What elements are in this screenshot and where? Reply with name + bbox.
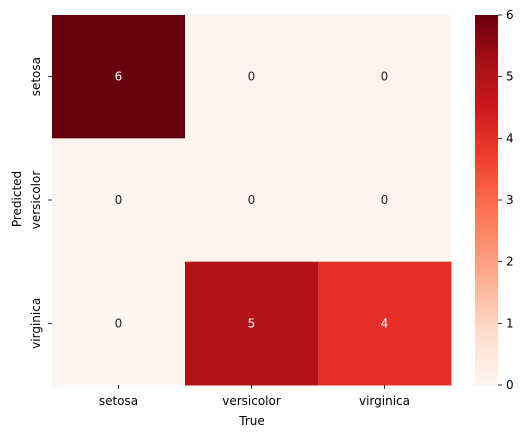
heatmap-cell-label: 4: [381, 316, 389, 330]
colorbar-tick-label: 3: [506, 193, 514, 207]
heatmap-cells: [52, 15, 452, 386]
heatmap-cell: [318, 15, 452, 139]
colorbar-tick-label: 6: [506, 8, 514, 22]
heatmap-cell: [185, 261, 319, 386]
heatmap-cell-label: 0: [115, 316, 123, 330]
x-tick-label: virginica: [359, 394, 410, 408]
heatmap-cell: [52, 138, 186, 263]
colorbar: [475, 15, 498, 385]
colorbar-tick-label: 0: [506, 378, 514, 392]
heatmap-cell-label: 0: [248, 193, 256, 207]
colorbar-tick-label: 1: [506, 316, 514, 330]
heatmap-cell-label: 0: [115, 193, 123, 207]
heatmap-cell-labels: 6 0 0 0 0 0 0 5 4: [115, 70, 389, 331]
heatmap-cell: [185, 15, 319, 139]
x-tick-label: versicolor: [222, 394, 281, 408]
heatmap-cell-label: 6: [115, 70, 123, 84]
heatmap-cell: [52, 261, 186, 386]
x-axis-label: True: [238, 414, 265, 428]
y-tick-label: setosa: [29, 57, 43, 96]
heatmap-cell-label: 0: [248, 70, 256, 84]
y-tick-label: virginica: [29, 298, 43, 349]
heatmap-cell: [318, 138, 452, 263]
colorbar-tick-label: 5: [506, 70, 514, 84]
y-axis-label: Predicted: [10, 171, 24, 227]
heatmap-cell: [185, 138, 319, 263]
heatmap-cell-label: 0: [381, 193, 389, 207]
x-axis-ticks: setosa versicolor virginica: [99, 385, 410, 408]
y-tick-label: versicolor: [29, 171, 43, 230]
heatmap-cell-label: 5: [248, 316, 256, 330]
x-tick-label: setosa: [99, 394, 138, 408]
colorbar-tick-label: 2: [506, 255, 514, 269]
heatmap-cell-label: 0: [381, 70, 389, 84]
colorbar-tick-label: 4: [506, 131, 514, 145]
heatmap-cell: [52, 15, 186, 139]
colorbar-ticks: 0 1 2 3 4 5 6: [498, 8, 514, 392]
heatmap-cell: [318, 261, 452, 386]
y-axis-ticks: setosa versicolor virginica: [29, 57, 52, 349]
